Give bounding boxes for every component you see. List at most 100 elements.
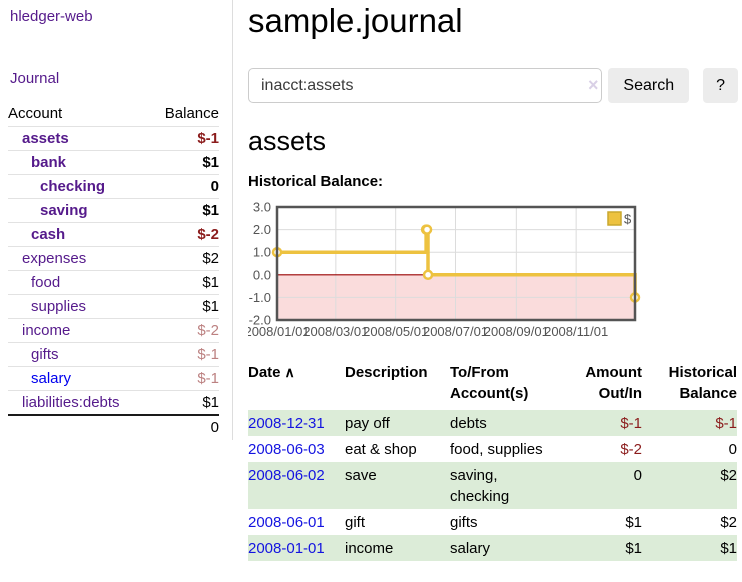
- sidebar-item-journal[interactable]: Journal: [10, 70, 60, 87]
- sort-asc-icon: ∧: [284, 364, 295, 380]
- account-heading: assets: [248, 126, 327, 156]
- app-brand-link[interactable]: hledger-web: [10, 8, 93, 25]
- account-link[interactable]: saving: [40, 202, 88, 219]
- account-balance: $1: [202, 202, 219, 219]
- account-link[interactable]: expenses: [22, 250, 87, 267]
- chart-ytick-label: -1.0: [249, 290, 271, 305]
- transaction-accounts: food, supplies: [450, 441, 543, 458]
- account-balance: $-2: [197, 322, 219, 339]
- transaction-balance: $2: [720, 514, 737, 531]
- account-row: cash $-2: [8, 222, 219, 247]
- account-link[interactable]: assets: [22, 130, 69, 147]
- transaction-accounts: gifts: [450, 514, 478, 531]
- page-title: sample.journal: [248, 2, 463, 39]
- transaction-balance: $-1: [715, 415, 737, 432]
- account-balance: $1: [202, 274, 219, 291]
- search-input[interactable]: [248, 68, 603, 103]
- account-link[interactable]: income: [22, 322, 71, 339]
- main-content: sample.journal × Search ? assets Histori…: [248, 0, 738, 561]
- transaction-row: 2008-06-01 gift gifts $1 $2: [248, 509, 737, 535]
- account-row: supplies $1: [8, 294, 219, 319]
- transaction-row: 2008-12-31 pay off debts $-1 $-1: [248, 410, 737, 436]
- transaction-amount: $-1: [620, 415, 642, 432]
- account-row: assets $-1: [8, 126, 219, 151]
- account-link[interactable]: supplies: [31, 298, 87, 315]
- transaction-amount: $1: [625, 514, 642, 531]
- account-row: checking 0: [8, 174, 219, 199]
- account-row: food $1: [8, 270, 219, 295]
- account-row: liabilities:debts $1: [8, 390, 219, 416]
- account-row: bank $1: [8, 150, 219, 175]
- chart-ytick-label: 1.0: [253, 245, 271, 260]
- transaction-date-link[interactable]: 2008-06-01: [248, 514, 325, 531]
- chart-xtick-label: 2008/01/01: [248, 324, 310, 339]
- clear-search-icon[interactable]: ×: [588, 75, 599, 95]
- account-link[interactable]: cash: [31, 226, 66, 243]
- chart-data-point[interactable]: [422, 269, 434, 281]
- transaction-date-link[interactable]: 2008-12-31: [248, 415, 325, 432]
- account-balance: $2: [202, 250, 219, 267]
- account-balance: $-1: [197, 346, 219, 363]
- date-column-header[interactable]: Date ∧: [248, 364, 295, 381]
- transaction-date-link[interactable]: 2008-01-01: [248, 540, 325, 557]
- accounts-total-row: 0: [8, 415, 219, 439]
- chart-xtick-label: 2008/05/01: [363, 324, 428, 339]
- chart-data-point[interactable]: [421, 224, 433, 235]
- register-table: Date ∧ Description To/From Account(s) Amo…: [248, 360, 737, 561]
- account-link[interactable]: checking: [40, 178, 106, 195]
- transaction-accounts: saving, checking: [450, 467, 510, 505]
- search-form: × Search ?: [248, 68, 738, 103]
- help-button[interactable]: ?: [703, 68, 738, 103]
- account-link[interactable]: salary: [31, 370, 72, 387]
- chart-xtick-label: 2008/09/01: [484, 324, 549, 339]
- transaction-description: eat & shop: [345, 441, 417, 458]
- account-link[interactable]: liabilities:debts: [22, 394, 120, 411]
- transaction-row: 2008-01-01 income salary $1 $1: [248, 535, 737, 561]
- chart-border: [275, 205, 637, 322]
- tofrom-column-header: To/From Account(s): [450, 364, 529, 402]
- chart-xtick-label: 2008/11/01: [544, 324, 608, 339]
- search-button[interactable]: Search: [608, 68, 690, 103]
- transaction-amount: $-2: [620, 441, 642, 458]
- historical-column-header: Historical Balance: [668, 364, 737, 402]
- balance-column-header: Balance: [164, 105, 219, 122]
- transaction-date-link[interactable]: 2008-06-02: [248, 467, 325, 484]
- amount-column-header: Amount Out/In: [585, 364, 642, 402]
- transaction-balance: $1: [720, 540, 737, 557]
- chart-ytick-label: 3.0: [253, 200, 271, 215]
- account-row: saving $1: [8, 198, 219, 223]
- account-column-header: Account: [8, 105, 63, 122]
- account-balance: $1: [202, 154, 219, 171]
- chart-xtick-label: 2008/07/01: [423, 324, 488, 339]
- account-link[interactable]: bank: [31, 154, 67, 171]
- sidebar: hledger-web Journal Account Balance asse…: [0, 0, 233, 440]
- legend-label: $: [624, 212, 632, 227]
- chart-ytick-label: 0.0: [253, 267, 271, 282]
- account-link[interactable]: gifts: [31, 346, 59, 363]
- account-balance: $1: [202, 394, 219, 411]
- account-link[interactable]: food: [31, 274, 61, 291]
- account-row: expenses $2: [8, 246, 219, 271]
- account-row: salary $-1: [8, 366, 219, 391]
- historical-balance-chart: 3.0 2.0 1.0 0.0 -1.0 -2.02008/01/012008/03/01…: [248, 200, 641, 339]
- transaction-description: save: [345, 467, 377, 484]
- transaction-amount: 0: [633, 467, 642, 484]
- accounts-table-header: Account Balance: [8, 102, 219, 127]
- chart-title: Historical Balance:: [248, 173, 384, 190]
- transaction-accounts: salary: [450, 540, 491, 557]
- description-column-header: Description: [345, 364, 428, 381]
- transaction-description: pay off: [345, 415, 390, 432]
- accounts-total: 0: [210, 419, 219, 436]
- account-balance: $-1: [197, 130, 219, 147]
- account-balance: $1: [202, 298, 219, 315]
- chart-ytick-label: -2.0: [249, 313, 271, 328]
- register-header-row: Date ∧ Description To/From Account(s) Amo…: [248, 360, 737, 410]
- transaction-accounts: debts: [450, 415, 487, 432]
- chart-ytick-label: 2.0: [253, 222, 271, 237]
- transaction-date-link[interactable]: 2008-06-03: [248, 441, 325, 458]
- account-row: gifts $-1: [8, 342, 219, 367]
- legend-swatch: [607, 211, 622, 226]
- transaction-amount: $1: [625, 540, 642, 557]
- accounts-table: Account Balance assets $-1 bank $1 check…: [8, 102, 219, 439]
- account-balance: $-2: [197, 226, 219, 243]
